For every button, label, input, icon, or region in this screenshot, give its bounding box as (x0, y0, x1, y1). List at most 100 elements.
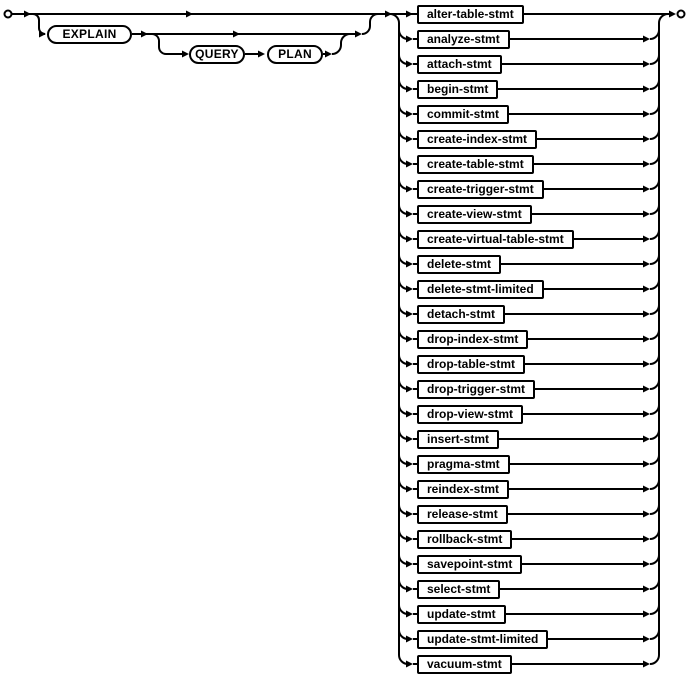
arrowhead-icon (406, 135, 413, 143)
keyword-bubble-query: QUERY (189, 44, 245, 64)
arrowhead-icon (643, 585, 650, 593)
arrowhead-icon (24, 10, 31, 18)
right-merge-curve (649, 79, 660, 90)
arrowhead-icon (186, 10, 193, 18)
right-merge-curve (649, 29, 660, 40)
arrowhead-icon (233, 30, 240, 38)
right-merge-curve (649, 454, 660, 465)
arrowhead-icon (406, 110, 413, 118)
arrowhead-icon (406, 35, 413, 43)
arrowhead-icon (258, 50, 265, 58)
nonterminal-box-detach-stmt[interactable]: detach-stmt (417, 304, 506, 324)
nonterminal-box-reindex-stmt[interactable]: reindex-stmt (417, 479, 510, 499)
arrowhead-icon (406, 335, 413, 343)
nonterminal-box-delete-stmt-limited[interactable]: delete-stmt-limited (417, 279, 544, 299)
right-rail (658, 13, 669, 655)
nonterminal-box-begin-stmt[interactable]: begin-stmt (417, 79, 499, 99)
right-merge-curve (649, 554, 660, 565)
arrowhead-icon (325, 50, 332, 58)
arrowhead-icon (406, 210, 413, 218)
right-merge-curve (649, 504, 660, 515)
arrowhead-icon (406, 360, 413, 368)
arrowhead-icon (39, 30, 46, 38)
arrowhead-icon (406, 285, 413, 293)
right-merge-curve (649, 254, 660, 265)
nonterminal-box-drop-table-stmt[interactable]: drop-table-stmt (417, 354, 525, 374)
arrowhead-icon (643, 660, 650, 668)
right-merge-curve (649, 429, 660, 440)
right-merge-curve (649, 404, 660, 415)
arrowhead-icon (406, 635, 413, 643)
nonterminal-box-analyze-stmt[interactable]: analyze-stmt (417, 29, 510, 49)
right-merge-curve (649, 179, 660, 190)
right-merge-curve (649, 379, 660, 390)
nonterminal-box-update-stmt-limited[interactable]: update-stmt-limited (417, 629, 549, 649)
arrowhead-icon (406, 535, 413, 543)
nonterminal-box-vacuum-stmt[interactable]: vacuum-stmt (417, 654, 512, 674)
arrowhead-icon (643, 260, 650, 268)
arrowhead-icon (406, 60, 413, 68)
arrowhead-icon (406, 385, 413, 393)
nonterminal-box-pragma-stmt[interactable]: pragma-stmt (417, 454, 510, 474)
arrowhead-icon (643, 435, 650, 443)
right-merge-curve (649, 154, 660, 165)
right-merge-curve (649, 629, 660, 640)
right-merge-curve (649, 604, 660, 615)
nonterminal-box-create-trigger-stmt[interactable]: create-trigger-stmt (417, 179, 544, 199)
arrowhead-icon (406, 85, 413, 93)
right-merge-curve (649, 229, 660, 240)
arrowhead-icon (643, 310, 650, 318)
arrowhead-icon (643, 235, 650, 243)
right-merge-curve (649, 129, 660, 140)
arrowhead-icon (355, 30, 362, 38)
nonterminal-box-insert-stmt[interactable]: insert-stmt (417, 429, 500, 449)
arrowhead-icon (643, 35, 650, 43)
right-merge-curve (649, 579, 660, 590)
nonterminal-box-release-stmt[interactable]: release-stmt (417, 504, 508, 524)
nonterminal-box-create-table-stmt[interactable]: create-table-stmt (417, 154, 534, 174)
arrowhead-icon (643, 635, 650, 643)
right-merge-curve (649, 54, 660, 65)
arrowhead-icon (643, 485, 650, 493)
nonterminal-box-create-virtual-table-stmt[interactable]: create-virtual-table-stmt (417, 229, 574, 249)
arrowhead-icon (141, 30, 148, 38)
keyword-bubble-explain: EXPLAIN (47, 24, 132, 44)
nonterminal-box-select-stmt[interactable]: select-stmt (417, 579, 501, 599)
arrowhead-icon (643, 285, 650, 293)
arrowhead-icon (406, 10, 413, 18)
arrowhead-icon (406, 260, 413, 268)
nonterminal-box-drop-view-stmt[interactable]: drop-view-stmt (417, 404, 524, 424)
arrowhead-icon (643, 110, 650, 118)
arrowhead-icon (643, 60, 650, 68)
arrowhead-icon (643, 160, 650, 168)
right-merge-curve (649, 204, 660, 215)
arrowhead-icon (406, 235, 413, 243)
nonterminal-box-create-view-stmt[interactable]: create-view-stmt (417, 204, 532, 224)
right-merge-curve (649, 479, 660, 490)
arrowhead-icon (643, 185, 650, 193)
nonterminal-box-drop-trigger-stmt[interactable]: drop-trigger-stmt (417, 379, 535, 399)
arrowhead-icon (406, 510, 413, 518)
nonterminal-box-commit-stmt[interactable]: commit-stmt (417, 104, 510, 124)
nonterminal-box-savepoint-stmt[interactable]: savepoint-stmt (417, 554, 523, 574)
nonterminal-box-drop-index-stmt[interactable]: drop-index-stmt (417, 329, 529, 349)
arrowhead-icon (182, 50, 189, 58)
nonterminal-box-update-stmt[interactable]: update-stmt (417, 604, 506, 624)
query-plan-branch (151, 33, 182, 55)
nonterminal-box-rollback-stmt[interactable]: rollback-stmt (417, 529, 513, 549)
nonterminal-box-alter-table-stmt[interactable]: alter-table-stmt (417, 4, 524, 24)
nonterminal-box-delete-stmt[interactable]: delete-stmt (417, 254, 502, 274)
arrowhead-icon (643, 85, 650, 93)
right-merge-curve (649, 654, 660, 665)
explain-merge-up (361, 13, 379, 35)
nonterminal-box-attach-stmt[interactable]: attach-stmt (417, 54, 502, 74)
arrowhead-icon (406, 610, 413, 618)
arrowhead-icon (406, 585, 413, 593)
end-circle-icon (676, 9, 686, 19)
arrowhead-icon (406, 660, 413, 668)
arrowhead-icon (406, 560, 413, 568)
right-merge-curve (649, 529, 660, 540)
nonterminal-box-create-index-stmt[interactable]: create-index-stmt (417, 129, 538, 149)
arrowhead-icon (643, 510, 650, 518)
